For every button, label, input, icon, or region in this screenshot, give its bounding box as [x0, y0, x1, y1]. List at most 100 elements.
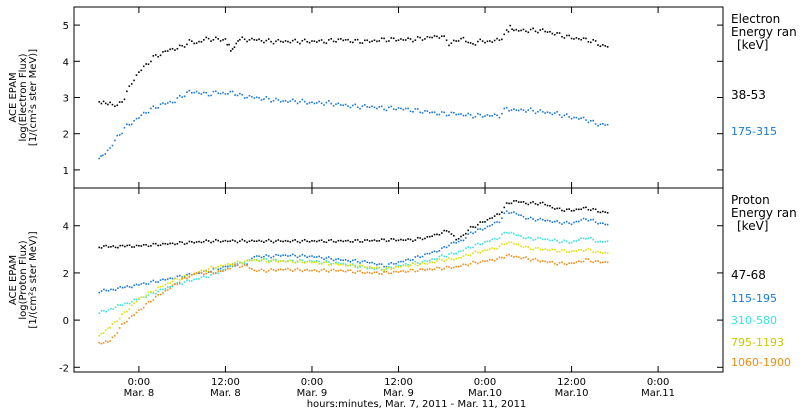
data-point: [275, 253, 277, 256]
data-point: [126, 320, 128, 323]
data-point: [501, 38, 503, 41]
data-point: [308, 255, 311, 258]
data-point: [467, 264, 470, 267]
data-point: [402, 260, 405, 263]
data-point: [188, 275, 191, 277]
data-point: [505, 106, 508, 109]
data-point: [188, 280, 191, 282]
data-point: [460, 250, 462, 252]
data-point: [103, 288, 105, 291]
data-point: [150, 290, 152, 293]
data-point: [407, 258, 409, 261]
x-tick-label-time: 12:00: [211, 377, 240, 388]
data-point: [195, 90, 198, 93]
data-point: [599, 251, 602, 254]
data-point: [282, 41, 284, 43]
data-point: [222, 270, 224, 273]
data-point: [320, 269, 323, 271]
data-point: [424, 262, 426, 265]
data-point: [491, 41, 494, 43]
data-point: [207, 37, 210, 40]
data-point: [438, 255, 441, 258]
data-point: [157, 294, 159, 296]
data-point: [452, 266, 455, 269]
data-point: [107, 290, 110, 292]
data-point: [597, 260, 599, 262]
data-point: [575, 116, 578, 119]
data-point: [181, 241, 183, 244]
series-38-53: [98, 24, 609, 108]
data-point: [388, 40, 390, 42]
data-point: [251, 95, 253, 98]
data-point: [352, 264, 354, 266]
data-point: [195, 278, 198, 280]
data-point: [142, 306, 145, 309]
data-point: [169, 277, 171, 279]
data-point: [128, 302, 131, 305]
data-point: [215, 238, 217, 241]
data-point: [229, 267, 232, 270]
data-point: [116, 104, 119, 107]
data-point: [313, 102, 316, 105]
data-point: [517, 109, 520, 112]
data-point: [577, 38, 580, 40]
data-point: [142, 111, 145, 114]
data-point: [123, 311, 126, 313]
data-point: [428, 252, 431, 255]
data-point: [342, 39, 345, 42]
data-point: [537, 259, 539, 262]
data-point: [337, 270, 340, 272]
data-point: [448, 231, 450, 233]
data-point: [452, 258, 455, 261]
data-point: [112, 308, 115, 310]
data-point: [513, 242, 515, 245]
data-point: [219, 40, 222, 42]
data-point: [335, 103, 337, 105]
data-point: [402, 239, 405, 241]
data-point: [145, 296, 147, 299]
data-point: [291, 261, 294, 264]
data-point: [294, 254, 296, 257]
data-point: [412, 268, 414, 271]
data-point: [484, 115, 486, 117]
data-point: [190, 280, 193, 282]
data-point: [452, 111, 455, 114]
data-point: [303, 255, 306, 257]
data-point: [306, 268, 308, 271]
data-point: [373, 39, 376, 42]
data-point: [558, 207, 561, 210]
data-point: [166, 102, 169, 104]
data-point: [575, 208, 578, 211]
data-point: [508, 232, 510, 235]
data-point: [467, 229, 470, 232]
data-point: [111, 144, 114, 147]
data-point: [409, 38, 412, 40]
x-tick-label-time: 0:00: [301, 377, 323, 388]
data-point: [376, 263, 378, 266]
data-point: [114, 334, 116, 337]
data-point: [409, 238, 412, 241]
data-point: [255, 39, 258, 41]
data-point: [253, 269, 256, 272]
data-point: [282, 268, 284, 271]
data-point: [308, 41, 311, 44]
data-point: [585, 37, 587, 40]
data-point: [224, 269, 227, 271]
data-point: [577, 260, 580, 262]
data-point: [230, 50, 232, 52]
data-point: [491, 217, 494, 219]
data-point: [489, 240, 491, 242]
data-point: [400, 270, 402, 273]
data-point: [164, 50, 167, 52]
data-point: [186, 273, 188, 276]
data-point: [277, 239, 280, 241]
y-axis-label: ACE EPAM log(Electron Flux) [1/(cm²s ster …: [8, 49, 39, 146]
data-point: [467, 112, 470, 115]
data-point: [517, 30, 520, 32]
data-point: [289, 41, 292, 44]
data-point: [356, 260, 359, 263]
data-point: [592, 261, 594, 264]
data-point: [301, 270, 304, 273]
data-point: [126, 310, 128, 313]
